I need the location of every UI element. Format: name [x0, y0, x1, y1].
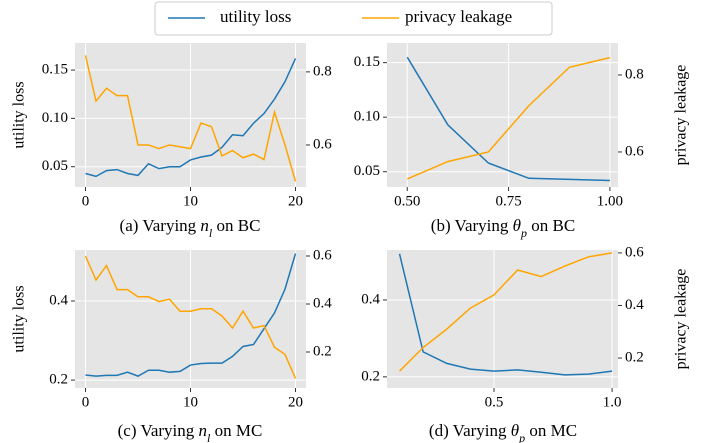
series-line: [85, 58, 297, 178]
y2-tick-label: 0.8: [313, 63, 332, 79]
y2-tick-label: 0.6: [313, 247, 332, 263]
caption: (a) Varying nl on BC: [120, 216, 261, 240]
plot-area: [387, 43, 618, 187]
x-tick-label: 0.75: [495, 193, 521, 209]
series-line: [406, 56, 611, 180]
plot-area: [387, 250, 618, 388]
y-tick-label: 0.05: [42, 158, 68, 174]
y-tick-label: 0.4: [361, 291, 380, 307]
y2-tick-label: 0.8: [625, 66, 644, 82]
caption-part: on BC: [212, 216, 260, 235]
caption-part: (c) Varying: [118, 421, 199, 440]
y2-axis-label: privacy leakage: [673, 65, 690, 166]
caption-part: on BC: [527, 216, 575, 235]
x-tick-label: 10: [183, 394, 198, 410]
y2-tick-label: 0.2: [313, 343, 332, 359]
caption-part: (a) Varying: [120, 216, 201, 235]
caption-part: θ: [511, 421, 519, 440]
legend-label: privacy leakage: [405, 7, 512, 26]
caption-part: θ: [513, 216, 521, 235]
y-tick-label: 0.10: [354, 109, 380, 125]
series-line: [398, 252, 613, 372]
caption: (d) Varying θp on MC: [429, 421, 577, 443]
caption-part: l: [209, 226, 213, 240]
caption: (c) Varying nl on MC: [118, 421, 263, 443]
y-tick-label: 0.10: [42, 110, 68, 126]
x-tick-label: 1.0: [603, 394, 622, 410]
legend-label: utility loss: [220, 7, 291, 26]
caption-part: (d) Varying: [429, 421, 511, 440]
y-tick-label: 0.05: [354, 163, 380, 179]
y-tick-label: 0.2: [361, 368, 380, 384]
caption-part: n: [199, 421, 208, 440]
series-line: [85, 253, 297, 377]
y-tick-label: 0.2: [49, 372, 68, 388]
series-line: [84, 255, 297, 379]
caption-part: on MC: [525, 421, 577, 440]
x-tick-label: 20: [288, 193, 303, 209]
x-tick-label: 0.50: [394, 193, 420, 209]
caption-part: (b) Varying: [431, 216, 513, 235]
y2-tick-label: 0.6: [625, 244, 644, 260]
y2-tick-label: 0.4: [625, 297, 644, 313]
caption-part: n: [200, 216, 209, 235]
y-axis-label: utility loss: [11, 285, 28, 352]
x-tick-label: 0: [82, 193, 90, 209]
series-line: [84, 55, 297, 182]
y-tick-label: 0.4: [49, 292, 68, 308]
x-tick-label: 20: [288, 394, 303, 410]
caption-part: p: [518, 431, 525, 443]
y-tick-label: 0.15: [42, 61, 68, 77]
caption-part: l: [207, 431, 211, 443]
y-tick-label: 0.15: [354, 54, 380, 70]
x-tick-label: 1.00: [597, 193, 623, 209]
y2-tick-label: 0.6: [625, 143, 644, 159]
x-tick-label: 0: [82, 394, 90, 410]
y2-axis-label: privacy leakage: [673, 269, 690, 370]
series-line: [406, 56, 610, 182]
legend-box: [154, 1, 553, 36]
y2-tick-label: 0.4: [313, 295, 332, 311]
caption: (b) Varying θp on BC: [431, 216, 575, 240]
series-line: [398, 253, 613, 376]
x-tick-label: 10: [183, 193, 198, 209]
caption-part: p: [520, 226, 527, 240]
y2-tick-label: 0.2: [625, 349, 644, 365]
x-tick-label: 0.5: [485, 394, 504, 410]
caption-part: on MC: [210, 421, 262, 440]
y2-tick-label: 0.6: [313, 136, 332, 152]
y-axis-label: utility loss: [11, 81, 28, 148]
